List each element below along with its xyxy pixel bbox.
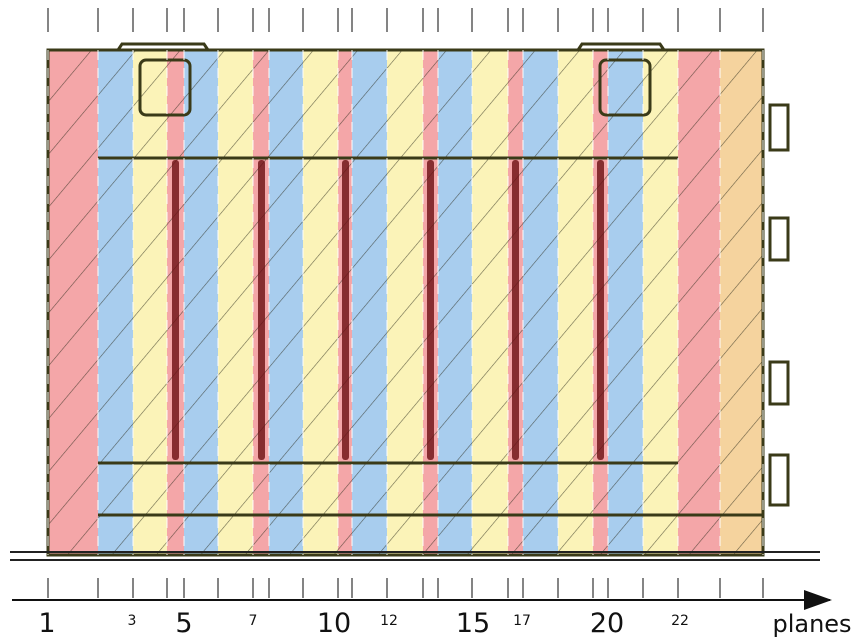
base-rails: [10, 551, 820, 561]
plane-ticks: [47, 8, 764, 598]
hatching: [48, 50, 763, 555]
plane-label: 20: [590, 608, 624, 639]
plane-label: 5: [175, 608, 192, 639]
plane-label: 3: [128, 613, 137, 629]
plane-label: 22: [671, 613, 689, 629]
plane-label: 17: [513, 613, 531, 629]
separators: [172, 160, 604, 460]
axis-title: planes: [772, 610, 851, 638]
axis-labels: 1 3 5 7 10 12 15 17 20 22 planes: [38, 608, 851, 639]
plane-label: 1: [38, 608, 55, 639]
plane-label: 7: [249, 613, 258, 629]
plane-label: 10: [317, 608, 351, 639]
plane-label: 12: [380, 613, 398, 629]
plane-label: 15: [456, 608, 490, 639]
